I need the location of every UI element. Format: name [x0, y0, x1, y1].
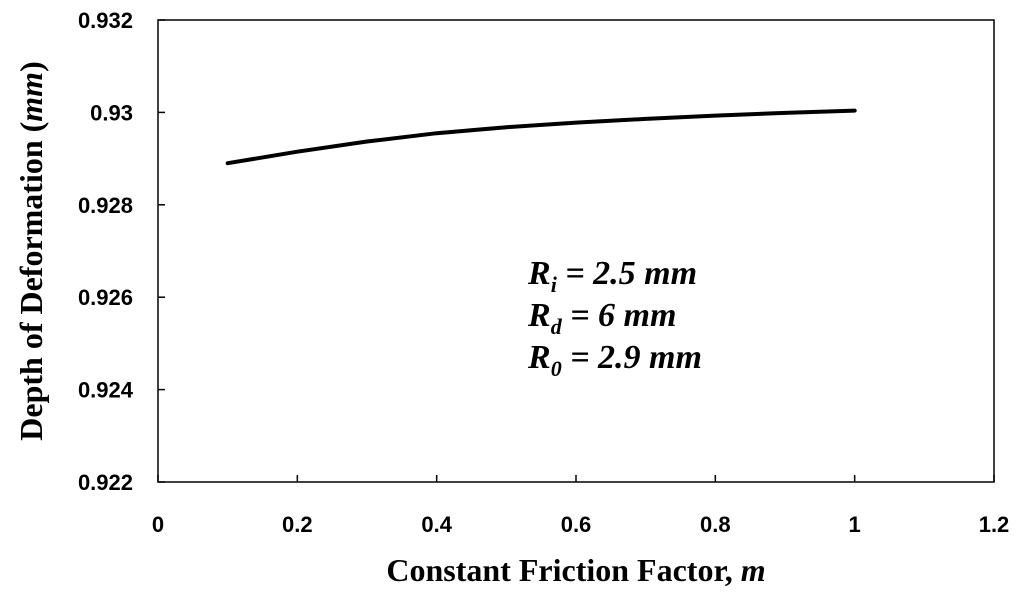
plot-area: [157, 19, 995, 483]
y-tick-label: 0.928: [78, 193, 133, 218]
y-tick-label: 0.924: [78, 378, 134, 403]
annotation-block: Ri = 2.5 mm Rd = 6 mm R0 = 2.9 mm: [527, 255, 702, 381]
annotation-r0: R0 = 2.9 mm: [527, 339, 702, 381]
x-tick-label: 0.4: [421, 512, 452, 537]
series-line-0: [225, 108, 857, 166]
annotation-ri: Ri = 2.5 mm: [527, 255, 697, 297]
x-axis: 0 0.2 0.4 0.6 0.8 1 1.2: [152, 475, 1009, 537]
annotation-rd: Rd = 6 mm: [527, 297, 676, 339]
x-tick-label: 0: [152, 512, 164, 537]
x-tick-label: 1: [849, 512, 861, 537]
y-tick-label: 0.93: [90, 100, 133, 125]
x-tick-label: 0.2: [282, 512, 313, 537]
x-tick-label: 0.8: [700, 512, 731, 537]
y-tick-label: 0.926: [78, 285, 133, 310]
series-group: [225, 108, 857, 166]
x-tick-label: 0.6: [561, 512, 592, 537]
y-axis: 0.922 0.924 0.926 0.928 0.93 0.932: [78, 8, 165, 495]
y-tick-label: 0.932: [78, 8, 133, 33]
x-tick-label: 1.2: [979, 512, 1010, 537]
y-tick-label: 0.922: [78, 470, 133, 495]
x-axis-title: Constant Friction Factor, m: [386, 552, 765, 588]
y-axis-title: Depth of Deformation (mm): [13, 61, 49, 440]
